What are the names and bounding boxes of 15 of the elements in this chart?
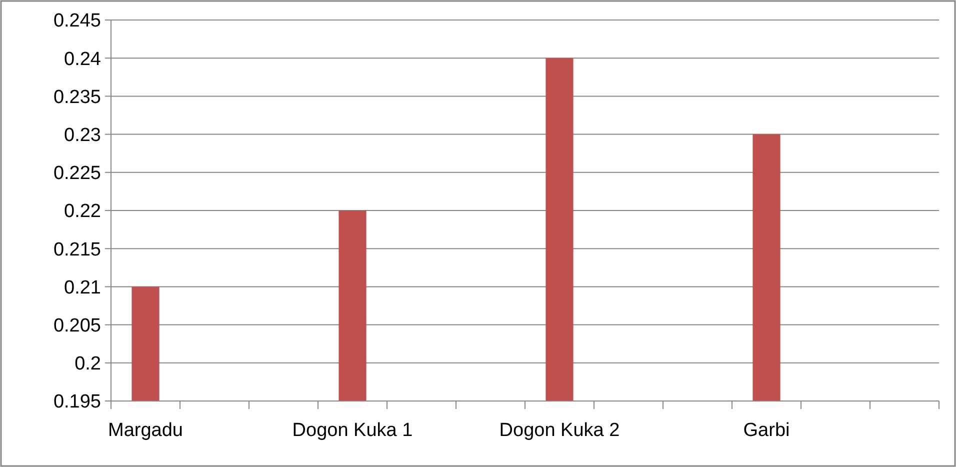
y-tick-label: 0.23 <box>64 124 101 146</box>
y-tick-label: 0.235 <box>53 86 101 108</box>
y-tick-label: 0.225 <box>53 163 101 184</box>
y-tick-label: 0.215 <box>53 239 101 260</box>
x-tick-label: Dogon Kuka 1 <box>292 420 413 441</box>
y-tick-label: 0.195 <box>53 392 101 413</box>
y-tick-label: 0.205 <box>53 315 101 336</box>
y-tick-label: 0.24 <box>64 48 102 70</box>
x-tick-label: Garbi <box>743 420 790 441</box>
y-tick-label: 0.2 <box>74 354 101 375</box>
x-tick-label: Margadu <box>108 420 183 441</box>
y-tick-label: 0.22 <box>64 201 101 222</box>
y-tick-label: 0.245 <box>53 10 101 32</box>
x-tick-label: Dogon Kuka 2 <box>499 420 620 441</box>
y-tick-label: 0.21 <box>64 277 101 298</box>
